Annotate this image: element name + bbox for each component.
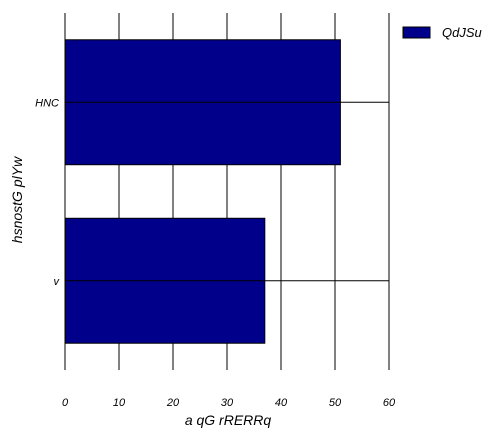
- legend-label: QdJSu: [442, 25, 482, 40]
- x-tick-label-0: 0: [62, 397, 69, 409]
- y-tick-label-v: v: [54, 276, 61, 288]
- bars: [64, 39, 341, 344]
- x-tick-label-6: 60: [383, 397, 396, 409]
- x-tick-labels: 0 10 20 30 40 50 60: [62, 397, 396, 409]
- category-leader-lines: [65, 101, 389, 282]
- x-tick-label-1: 10: [113, 397, 126, 409]
- y-tick-label-HNC: HNC: [35, 97, 59, 109]
- y-tick-labels: HNC v: [35, 97, 60, 288]
- legend-swatch: [402, 26, 431, 39]
- x-tick-label-3: 30: [221, 397, 234, 409]
- legend: QdJSu: [402, 25, 482, 40]
- x-axis-title: a qG rRERRq: [185, 412, 272, 428]
- x-tick-label-5: 50: [329, 397, 342, 409]
- y-axis-title: hsnostG plYw: [9, 156, 25, 243]
- x-tick-label-2: 20: [166, 397, 180, 409]
- x-tick-label-4: 40: [275, 397, 288, 409]
